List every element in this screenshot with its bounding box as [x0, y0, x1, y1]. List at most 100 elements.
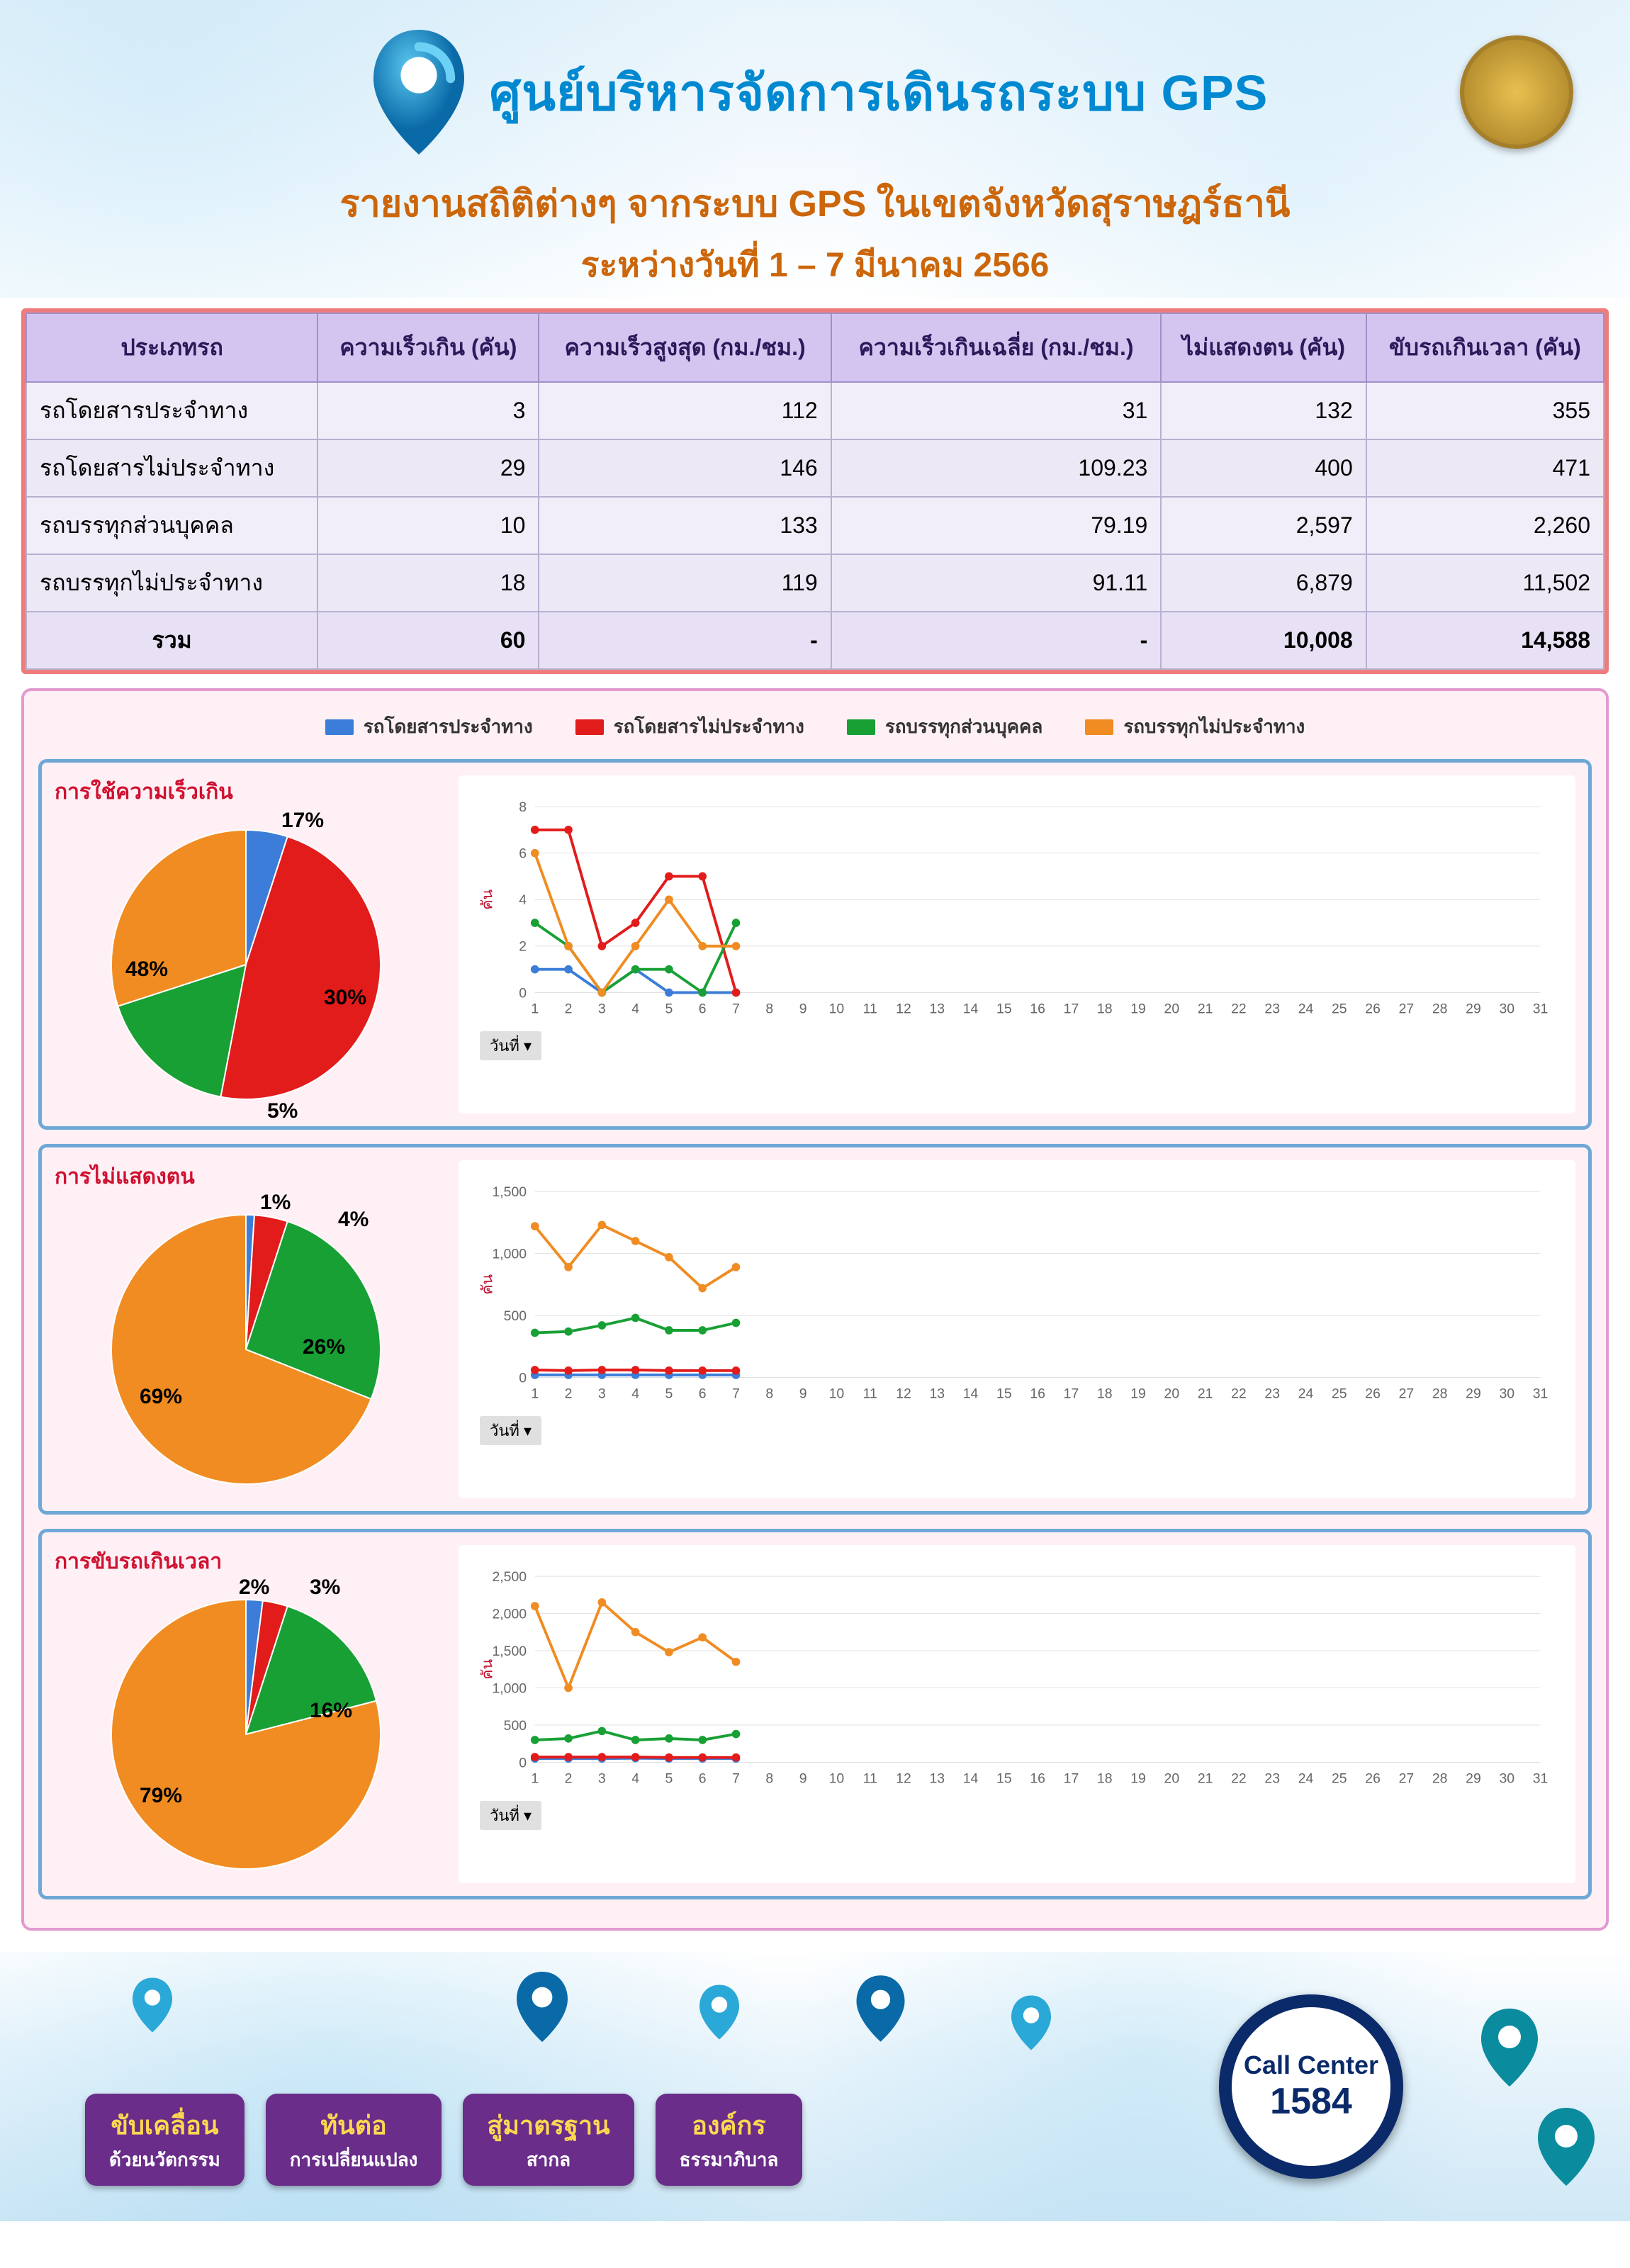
svg-text:คัน: คัน	[480, 889, 495, 909]
table-cell: 91.11	[831, 554, 1162, 612]
svg-text:15: 15	[996, 1386, 1012, 1402]
footer-slogan-line2: การเปลี่ยนแปลง	[290, 2145, 418, 2174]
svg-text:13: 13	[929, 1771, 945, 1787]
x-axis-selector[interactable]: วันที่ ▾	[480, 1801, 541, 1830]
table-cell: 2,260	[1366, 497, 1604, 554]
svg-text:4: 4	[631, 1386, 639, 1402]
table-cell: 133	[539, 497, 831, 554]
table-cell: -	[831, 612, 1162, 669]
svg-text:1: 1	[531, 1771, 539, 1787]
svg-text:25: 25	[1332, 1001, 1347, 1017]
call-center-label: Call Center	[1244, 2050, 1378, 2080]
table-cell: 471	[1366, 439, 1604, 497]
svg-text:8: 8	[765, 1386, 773, 1402]
x-axis-selector[interactable]: วันที่ ▾	[480, 1416, 541, 1445]
svg-text:4: 4	[631, 1001, 639, 1017]
svg-text:28: 28	[1432, 1001, 1448, 1017]
svg-text:4: 4	[631, 1771, 639, 1787]
panel-title: การใช้ความเร็วเกิน	[55, 775, 437, 809]
table-cell: 11,502	[1366, 554, 1604, 612]
svg-text:19: 19	[1130, 1771, 1146, 1787]
svg-text:18: 18	[1097, 1386, 1113, 1402]
footer-button-row: ขับเคลื่อนด้วยนวัตกรรมทันต่อการเปลี่ยนแป…	[85, 2094, 802, 2186]
chart-panel: การขับรถเกินเวลา2%3%16%79%05001,0001,500…	[38, 1529, 1592, 1899]
svg-text:11: 11	[863, 1771, 877, 1787]
legend-swatch-icon	[575, 719, 604, 735]
svg-text:2: 2	[565, 1001, 573, 1017]
svg-text:12: 12	[896, 1771, 911, 1787]
svg-text:17: 17	[1064, 1386, 1079, 1402]
footer-slogan-line2: สากล	[487, 2145, 609, 2174]
svg-text:7: 7	[732, 1001, 740, 1017]
footer-slogan-line1: ทันต่อ	[290, 2105, 418, 2145]
footer-slogan-button: องค์กรธรรมาภิบาล	[656, 2094, 803, 2186]
pie-chart: 5%48%17%30%	[97, 816, 395, 1113]
table-cell: -	[539, 612, 831, 669]
table-cell: 18	[317, 554, 539, 612]
svg-text:1,500: 1,500	[492, 1184, 527, 1200]
svg-text:18: 18	[1097, 1771, 1113, 1787]
svg-text:1,000: 1,000	[492, 1246, 527, 1262]
pie-slice-label: 2%	[239, 1576, 269, 1600]
svg-text:7: 7	[732, 1386, 740, 1402]
table-cell: 112	[539, 382, 831, 439]
panel-pie-section: การขับรถเกินเวลา2%3%16%79%	[55, 1545, 437, 1883]
svg-text:31: 31	[1533, 1001, 1548, 1017]
svg-text:16: 16	[1030, 1386, 1045, 1402]
table-row: รถบรรทุกส่วนบุคคล1013379.192,5972,260	[26, 497, 1604, 554]
svg-text:30: 30	[1499, 1771, 1514, 1787]
svg-text:27: 27	[1399, 1386, 1415, 1402]
x-axis-selector[interactable]: วันที่ ▾	[480, 1031, 541, 1060]
svg-text:6: 6	[699, 1386, 707, 1402]
svg-text:16: 16	[1030, 1001, 1045, 1017]
table-cell: 29	[317, 439, 539, 497]
legend-label: รถบรรทุกไม่ประจำทาง	[1123, 712, 1305, 741]
svg-text:31: 31	[1533, 1386, 1548, 1402]
svg-text:1: 1	[531, 1001, 539, 1017]
svg-text:30: 30	[1499, 1386, 1514, 1402]
table-header-cell: ขับรถเกินเวลา (คัน)	[1366, 313, 1604, 382]
table-row: รถโดยสารไม่ประจำทาง29146109.23400471	[26, 439, 1604, 497]
svg-text:20: 20	[1164, 1771, 1180, 1787]
pie-chart: 1%4%26%69%	[97, 1201, 395, 1498]
map-pin-icon	[362, 21, 476, 163]
subtitle-line-1: รายงานสถิติต่างๆ จากระบบ GPS ในเขตจังหวั…	[43, 174, 1587, 232]
footer-slogan-button: ทันต่อการเปลี่ยนแปลง	[266, 2094, 442, 2186]
svg-text:22: 22	[1231, 1001, 1247, 1017]
svg-text:2: 2	[519, 939, 527, 955]
panel-line-section: 05001,0001,5002,0002,5001234567891011121…	[459, 1545, 1575, 1883]
table-header-cell: ความเร็วสูงสุด (กม./ชม.)	[539, 313, 831, 382]
table-cell: 119	[539, 554, 831, 612]
svg-text:8: 8	[519, 799, 527, 815]
svg-text:3: 3	[598, 1771, 606, 1787]
svg-text:24: 24	[1298, 1001, 1314, 1017]
footer-slogan-button: สู่มาตรฐานสากล	[463, 2094, 634, 2186]
table-cell: 3	[317, 382, 539, 439]
svg-text:14: 14	[963, 1771, 979, 1787]
footer-slogan-line1: สู่มาตรฐาน	[487, 2105, 609, 2145]
chart-legend: รถโดยสารประจำทางรถโดยสารไม่ประจำทางรถบรร…	[38, 705, 1592, 759]
pie-chart: 2%3%16%79%	[97, 1585, 395, 1883]
svg-text:25: 25	[1332, 1386, 1347, 1402]
svg-text:31: 31	[1533, 1771, 1548, 1787]
svg-text:18: 18	[1097, 1001, 1113, 1017]
svg-text:5: 5	[665, 1386, 673, 1402]
svg-text:คัน: คัน	[480, 1274, 495, 1294]
legend-label: รถโดยสารไม่ประจำทาง	[614, 712, 804, 741]
table-cell: รถโดยสารประจำทาง	[26, 382, 317, 439]
table-cell: 10,008	[1161, 612, 1366, 669]
svg-text:10: 10	[829, 1001, 845, 1017]
pie-slice-label: 30%	[324, 986, 366, 1010]
table-header-cell: ความเร็วเกิน (คัน)	[317, 313, 539, 382]
subtitle-line-2: ระหว่างวันที่ 1 – 7 มีนาคม 2566	[43, 238, 1587, 292]
svg-text:1,000: 1,000	[492, 1680, 527, 1696]
table-cell: 31	[831, 382, 1162, 439]
line-chart: 05001,0001,50012345678910111213141516171…	[480, 1174, 1554, 1408]
svg-text:11: 11	[863, 1001, 877, 1017]
table-cell: รวม	[26, 612, 317, 669]
legend-label: รถบรรทุกส่วนบุคคล	[885, 712, 1043, 741]
legend-swatch-icon	[325, 719, 354, 735]
table-cell: 14,588	[1366, 612, 1604, 669]
svg-text:23: 23	[1264, 1001, 1280, 1017]
svg-text:14: 14	[963, 1386, 979, 1402]
